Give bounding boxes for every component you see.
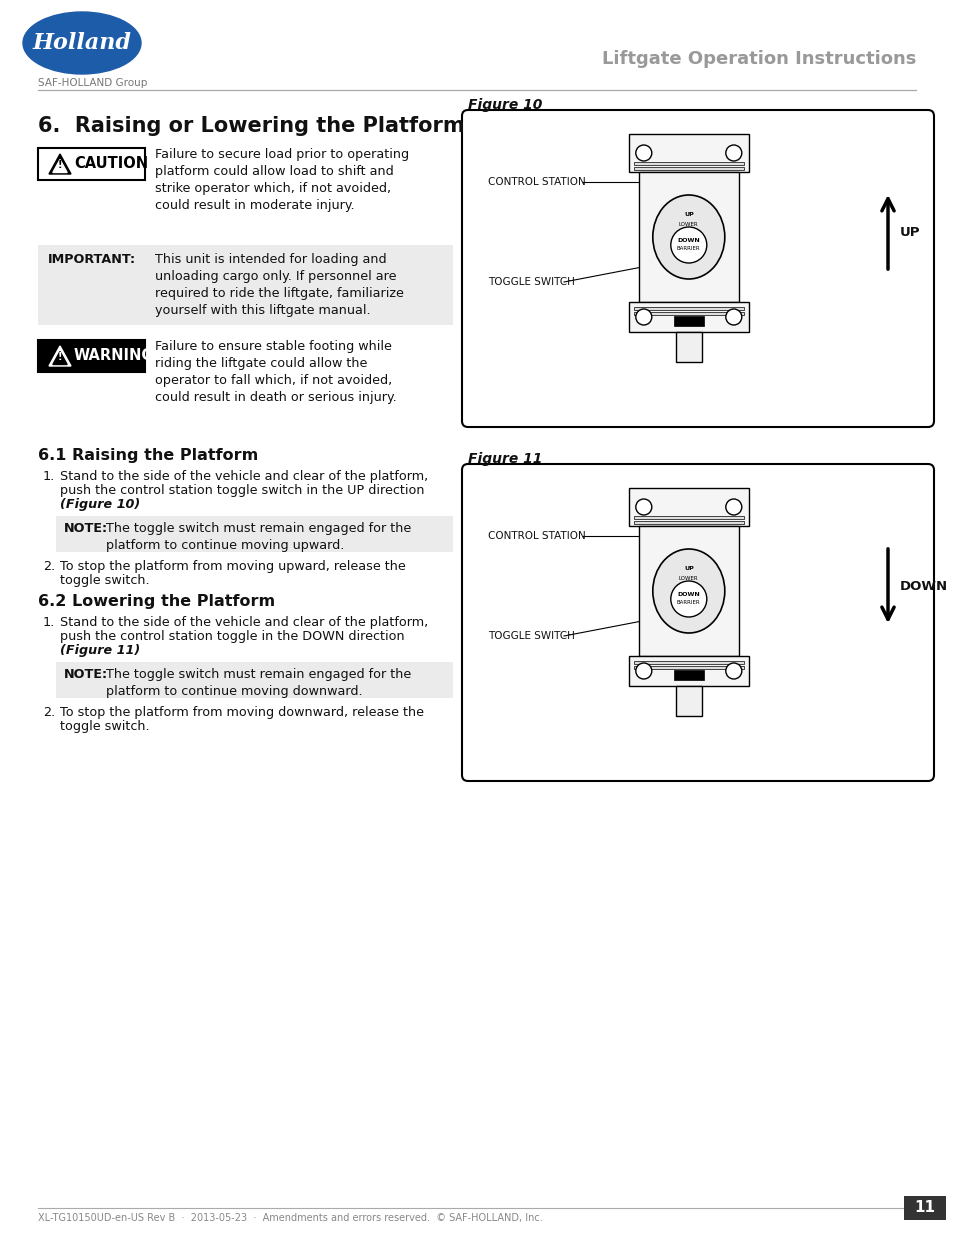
Bar [639,526,738,656]
Text: CAUTION: CAUTION [74,157,148,172]
Text: SAF-HOLLAND Group: SAF-HOLLAND Group [38,78,147,88]
Text: 2.: 2. [43,706,55,719]
Bar [633,516,743,519]
Polygon shape [52,352,67,364]
Text: 6.2 Lowering the Platform: 6.2 Lowering the Platform [38,594,274,609]
Polygon shape [52,159,67,173]
Text: DOWN: DOWN [899,579,947,593]
Text: DOWN: DOWN [677,237,700,242]
Bar [633,312,743,315]
Text: (Figure 11): (Figure 11) [60,643,140,657]
Text: Stand to the side of the vehicle and clear of the platform,: Stand to the side of the vehicle and cle… [60,616,428,629]
Text: NOTE:: NOTE: [64,522,108,535]
Polygon shape [49,154,71,174]
Text: 2.: 2. [43,559,55,573]
Bar [673,671,703,680]
Text: LOWER: LOWER [679,221,698,226]
Text: UP: UP [683,567,693,572]
Bar [56,662,453,698]
Text: UP: UP [899,226,920,238]
Text: Failure to ensure stable footing while
riding the liftgate could allow the
opera: Failure to ensure stable footing while r… [154,340,396,404]
Text: 11: 11 [914,1200,935,1215]
Text: 1.: 1. [43,471,55,483]
Ellipse shape [652,550,724,634]
Ellipse shape [652,195,724,279]
Text: Holland: Holland [32,32,132,54]
Text: BARRIER: BARRIER [677,247,700,252]
Text: toggle switch.: toggle switch. [60,574,150,587]
Text: NOTE:: NOTE: [64,668,108,680]
Text: (Figure 10): (Figure 10) [60,498,140,511]
Text: !: ! [58,161,62,170]
Circle shape [725,309,741,325]
Circle shape [725,663,741,679]
Bar [633,661,743,664]
Text: 6.1 Raising the Platform: 6.1 Raising the Platform [38,448,258,463]
Text: XL-TG10150UD-en-US Rev B  ·  2013-05-23  ·  Amendments and errors reserved.  © S: XL-TG10150UD-en-US Rev B · 2013-05-23 · … [38,1213,542,1223]
Text: push the control station toggle in the DOWN direction: push the control station toggle in the D… [60,630,404,643]
Bar [38,340,145,372]
Text: TOGGLE SWITCH: TOGGLE SWITCH [488,631,575,641]
Bar [633,167,743,170]
Text: TOGGLE SWITCH: TOGGLE SWITCH [488,277,575,287]
Text: Failure to secure load prior to operating
platform could allow load to shift and: Failure to secure load prior to operatin… [154,148,409,212]
Circle shape [635,663,651,679]
Text: Figure 10: Figure 10 [468,98,542,112]
Bar [903,1195,945,1220]
Bar [38,245,453,325]
Ellipse shape [23,12,141,74]
Bar [633,308,743,310]
Text: This unit is intended for loading and
unloading cargo only. If personnel are
req: This unit is intended for loading and un… [154,253,403,317]
Bar [633,666,743,669]
Circle shape [725,144,741,161]
Text: push the control station toggle switch in the UP direction: push the control station toggle switch i… [60,484,424,496]
Bar [56,516,453,552]
Text: 6.  Raising or Lowering the Platform: 6. Raising or Lowering the Platform [38,116,464,136]
Bar [639,172,738,303]
Text: The toggle switch must remain engaged for the
platform to continue moving upward: The toggle switch must remain engaged fo… [106,522,411,552]
FancyBboxPatch shape [461,464,933,781]
Text: CONTROL STATION: CONTROL STATION [488,531,585,541]
Bar [38,148,145,180]
Circle shape [635,309,651,325]
Bar [673,316,703,326]
Text: .: . [118,643,122,657]
Text: CONTROL STATION: CONTROL STATION [488,177,585,186]
Text: Liftgate Operation Instructions: Liftgate Operation Instructions [601,49,915,68]
Circle shape [635,499,651,515]
Text: !: ! [58,352,62,362]
Text: DOWN: DOWN [677,592,700,597]
Bar [633,521,743,524]
Bar [675,685,701,716]
FancyBboxPatch shape [461,110,933,427]
Bar [628,656,748,685]
Text: ®: ® [134,21,142,31]
Text: To stop the platform from moving downward, release the: To stop the platform from moving downwar… [60,706,423,719]
Bar [628,303,748,332]
Text: IMPORTANT:: IMPORTANT: [48,253,136,266]
Bar [628,488,748,526]
Text: .: . [122,498,126,511]
Circle shape [670,227,706,263]
Text: BARRIER: BARRIER [677,600,700,605]
Bar [675,332,701,362]
Bar [628,135,748,172]
Circle shape [725,499,741,515]
Text: LOWER: LOWER [679,576,698,580]
Text: UP: UP [683,212,693,217]
Polygon shape [49,346,71,366]
Text: Stand to the side of the vehicle and clear of the platform,: Stand to the side of the vehicle and cle… [60,471,428,483]
Circle shape [670,580,706,618]
Bar [633,162,743,165]
Text: 1.: 1. [43,616,55,629]
Text: To stop the platform from moving upward, release the: To stop the platform from moving upward,… [60,559,405,573]
Text: The toggle switch must remain engaged for the
platform to continue moving downwa: The toggle switch must remain engaged fo… [106,668,411,698]
Text: Figure 11: Figure 11 [468,452,542,466]
Text: toggle switch.: toggle switch. [60,720,150,734]
Text: WARNING: WARNING [74,348,154,363]
Circle shape [635,144,651,161]
